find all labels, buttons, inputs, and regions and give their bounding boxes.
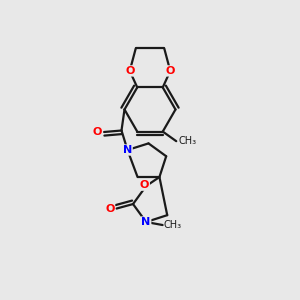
Text: N: N: [123, 145, 132, 155]
Text: O: O: [140, 180, 149, 190]
Text: O: O: [166, 66, 175, 76]
Text: O: O: [93, 127, 102, 137]
Text: CH₃: CH₃: [164, 220, 182, 230]
Text: N: N: [142, 217, 151, 227]
Text: O: O: [105, 203, 115, 214]
Text: CH₃: CH₃: [178, 136, 196, 146]
Text: O: O: [125, 66, 134, 76]
